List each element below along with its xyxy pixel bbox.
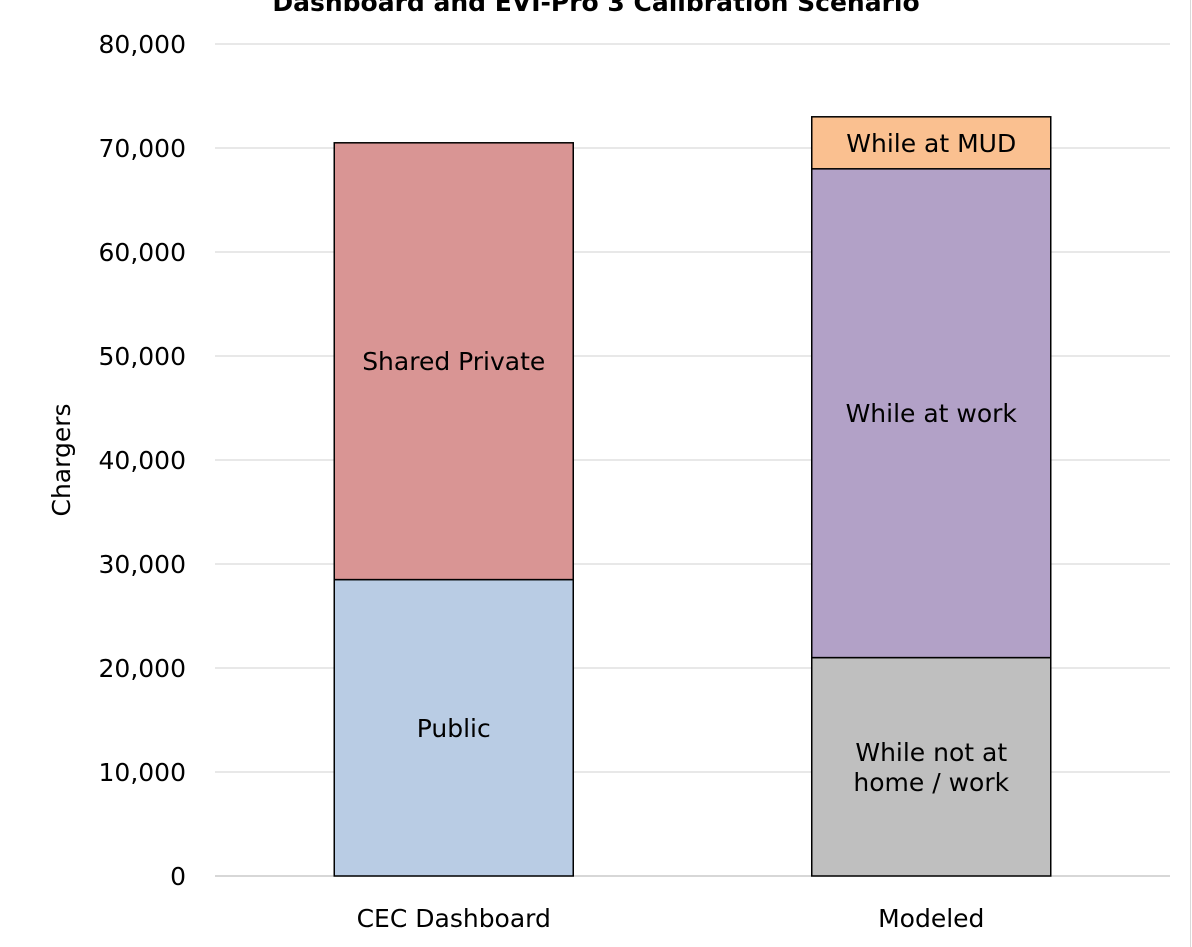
y-tick-label: 10,000 bbox=[99, 758, 186, 787]
bar-segment-label: While at MUD bbox=[846, 129, 1016, 158]
y-tick-label: 40,000 bbox=[99, 446, 186, 475]
bar-segment bbox=[811, 656, 1052, 877]
y-axis-title: Chargers bbox=[47, 403, 76, 516]
y-tick-label: 60,000 bbox=[99, 238, 186, 267]
y-tick-label: 70,000 bbox=[99, 134, 186, 163]
bar-segment bbox=[811, 168, 1052, 659]
bar-segment bbox=[811, 116, 1052, 170]
y-tick-label: 80,000 bbox=[99, 30, 186, 59]
bar-segment-label: While not at home / work bbox=[853, 738, 1009, 797]
y-tick-label: 30,000 bbox=[99, 550, 186, 579]
chart-frame-right-edge bbox=[1190, 0, 1191, 947]
bar-segment-label: While at work bbox=[846, 399, 1018, 428]
chart-title: Dashboard and EVI-Pro 3 Calibration Scen… bbox=[272, 0, 920, 17]
y-tick-label: 20,000 bbox=[99, 654, 186, 683]
y-tick-label: 50,000 bbox=[99, 342, 186, 371]
bar-segment bbox=[333, 578, 574, 877]
x-category-label: CEC Dashboard bbox=[357, 904, 551, 933]
bar-segment-label: Public bbox=[417, 714, 491, 743]
bar-segment-label: Shared Private bbox=[362, 347, 545, 376]
y-tick-label: 0 bbox=[170, 862, 186, 891]
bar-segment bbox=[333, 142, 574, 581]
x-category-label: Modeled bbox=[878, 904, 984, 933]
